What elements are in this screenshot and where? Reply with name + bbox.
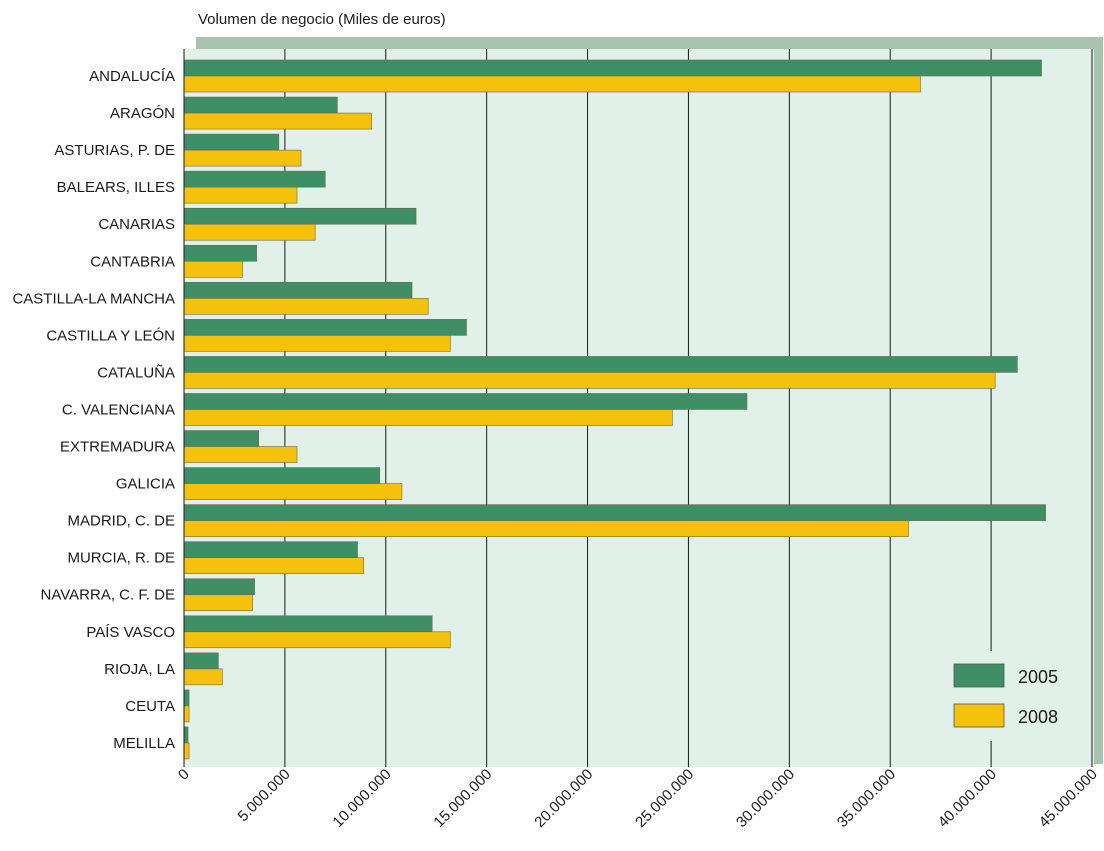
x-tick-label: 10.000.000 — [329, 766, 394, 831]
x-tick-label: 35.000.000 — [834, 766, 899, 831]
x-tick-label: 5.000.000 — [235, 766, 294, 825]
category-label: C. VALENCIANA — [62, 401, 175, 418]
bar-2005 — [183, 96, 338, 114]
category-label: MURCIA, R. DE — [67, 550, 175, 567]
category-label: CANARIAS — [98, 216, 175, 233]
bar-2005 — [183, 615, 433, 633]
category-label: CATALUÑA — [97, 364, 175, 381]
legend: 2005 2008 — [944, 651, 1069, 741]
legend-label-2008: 2008 — [1018, 707, 1058, 727]
bar-2005 — [183, 282, 413, 299]
bar-2005 — [183, 430, 259, 447]
bar-2005 — [183, 133, 280, 151]
bar-2008 — [183, 149, 302, 167]
category-label: GALICIA — [116, 476, 175, 493]
x-tick-label: 20.000.000 — [531, 766, 596, 831]
category-label: EXTREMADURA — [60, 439, 175, 456]
bar-2005 — [183, 652, 219, 670]
x-tick-label: 45.000.000 — [1036, 766, 1101, 831]
category-label: PAÍS VASCO — [86, 624, 175, 641]
category-label: MELILLA — [113, 735, 175, 752]
bar-2008 — [183, 446, 298, 463]
bar-2005 — [183, 59, 1042, 77]
x-tick-label: 0 — [175, 766, 193, 784]
bar-2005 — [183, 244, 257, 262]
category-label: ANDALUCÍA — [89, 68, 175, 85]
bar-2005 — [183, 504, 1046, 521]
bar-2008 — [183, 557, 364, 574]
bar-2008 — [183, 335, 451, 352]
bar-2008 — [183, 668, 223, 686]
x-tick-label: 25.000.000 — [632, 766, 697, 831]
category-label: CASTILLA-LA MANCHA — [12, 290, 175, 307]
category-label: ARAGÓN — [110, 105, 175, 122]
bar-2008 — [183, 372, 996, 389]
bar-2005 — [183, 689, 190, 707]
chart-title: Volumen de negocio (Miles de euros) — [198, 11, 446, 28]
category-label: NAVARRA, C. F. DE — [41, 587, 175, 604]
bar-2008 — [183, 705, 190, 723]
category-label: CANTABRIA — [90, 253, 175, 270]
category-label: CEUTA — [125, 698, 175, 715]
bar-2008 — [183, 112, 372, 130]
bar-2008 — [183, 223, 316, 241]
bar-2008 — [183, 594, 253, 612]
legend-swatch-2008 — [953, 703, 1005, 728]
bar-2008 — [183, 409, 673, 426]
bar-2008 — [183, 260, 243, 278]
bar-2005 — [183, 356, 1018, 373]
bar-2005 — [183, 319, 467, 336]
category-label: MADRID, C. DE — [67, 513, 175, 530]
category-label: ASTURIAS, P. DE — [54, 142, 175, 159]
bar-2008 — [183, 483, 403, 500]
category-label: RIOJA, LA — [104, 661, 175, 678]
category-label: CASTILLA Y LEÓN — [46, 327, 175, 344]
bar-2005 — [183, 726, 189, 744]
bar-2008 — [183, 742, 190, 760]
bar-2008 — [183, 631, 451, 649]
bar-2005 — [183, 467, 381, 484]
x-tick-label: 15.000.000 — [430, 766, 495, 831]
bar-2008 — [183, 186, 298, 204]
bar-2008 — [183, 298, 429, 315]
x-tick-label: 30.000.000 — [733, 766, 798, 831]
category-labels: ANDALUCÍA ARAGÓN ASTURIAS, P. DE BALEARS, I… — [12, 68, 175, 752]
x-tick-label: 40.000.000 — [935, 766, 1000, 831]
bars — [183, 59, 1046, 760]
bar-2005 — [183, 207, 417, 225]
bar-2005 — [183, 170, 326, 188]
bar-2008 — [183, 520, 909, 537]
legend-label-2005: 2005 — [1018, 667, 1058, 687]
category-label: BALEARS, ILLES — [57, 179, 175, 196]
bar-2005 — [183, 393, 748, 410]
legend-swatch-2005 — [953, 663, 1005, 688]
bar-2005 — [183, 541, 358, 558]
bar-2008 — [183, 75, 921, 93]
bar-2005 — [183, 578, 255, 596]
x-axis-tick-labels: 0 5.000.000 10.000.000 15.000.000 20.000.000… — [175, 766, 1101, 831]
